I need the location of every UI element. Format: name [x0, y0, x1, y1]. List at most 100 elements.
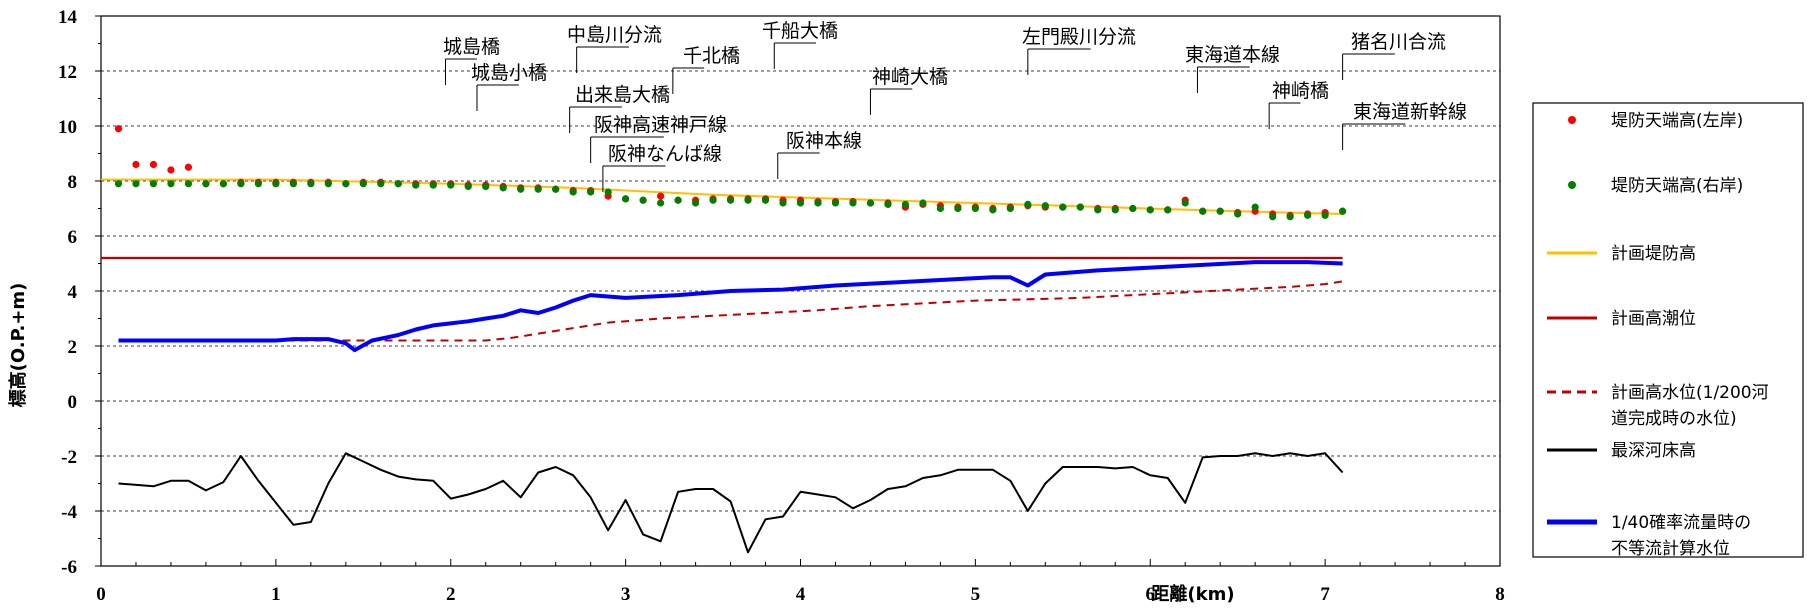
data-point-1 [709, 196, 717, 204]
data-point-1 [237, 180, 245, 188]
series-line-4 [118, 280, 1343, 342]
y-tick-label: 2 [68, 337, 78, 358]
data-point-1 [569, 188, 577, 196]
data-point-0 [149, 160, 158, 169]
data-point-1 [1286, 213, 1294, 221]
data-point-1 [1146, 206, 1154, 214]
data-point-1 [219, 180, 228, 188]
data-point-1 [412, 181, 420, 189]
y-tick-label: 8 [68, 172, 78, 193]
annotation-label: 阪神高速神戸線 [594, 114, 727, 136]
annotation-label: 猪名川合流 [1351, 31, 1446, 53]
data-point-1 [289, 180, 297, 188]
x-tick-label: 8 [1495, 584, 1505, 605]
data-point-1 [1199, 207, 1207, 215]
x-tick-label: 0 [96, 584, 106, 605]
x-tick-label: 6 [1146, 584, 1156, 605]
annotation-label: 出来島大橋 [575, 84, 670, 106]
data-point-1 [691, 199, 700, 207]
annotation-label: 東海道新幹線 [1353, 101, 1467, 123]
data-point-1 [429, 181, 437, 189]
x-tick-label: 5 [971, 584, 981, 605]
y-tick-label: -2 [61, 447, 77, 468]
data-point-0 [114, 125, 123, 133]
x-tick-label: 1 [271, 584, 281, 605]
legend-label: 不等流計算水位 [1611, 539, 1730, 559]
data-point-1 [517, 185, 525, 193]
annotation-label: 東海道本線 [1185, 44, 1280, 66]
x-tick-label: 7 [1320, 584, 1330, 605]
data-point-0 [657, 192, 665, 200]
data-point-1 [307, 180, 315, 188]
data-point-1 [1076, 203, 1084, 211]
data-point-0 [184, 163, 193, 171]
data-point-1 [1111, 206, 1119, 214]
data-point-1 [132, 180, 140, 188]
data-point-1 [149, 180, 158, 188]
data-point-1 [167, 180, 175, 188]
data-point-1 [254, 180, 262, 188]
data-point-1 [796, 199, 805, 207]
x-tick-label: 4 [796, 584, 806, 605]
data-point-0 [167, 166, 175, 174]
annotation-label: 千北橋 [683, 45, 740, 67]
legend: 堤防天端高(左岸) 堤防天端高(右岸) 計画堤防高計画高潮位計画高水位(1/200河… [1547, 111, 1769, 559]
data-point-1 [272, 180, 280, 188]
data-point-1 [202, 180, 210, 188]
data-point-1 [936, 204, 945, 213]
data-point-1 [901, 200, 910, 208]
x-tick-label: 3 [621, 584, 631, 605]
data-point-1 [849, 199, 857, 207]
data-point-1 [1094, 206, 1102, 214]
data-point-1 [1006, 204, 1014, 213]
data-point-1 [1251, 203, 1259, 211]
legend-label: 堤防天端高(右岸) [1611, 176, 1743, 196]
data-point-1 [552, 185, 560, 193]
data-point-1 [1129, 204, 1137, 213]
data-point-1 [604, 188, 612, 196]
y-tick-label: 12 [58, 62, 77, 83]
x-axis-label: 距離(km) [1151, 583, 1234, 605]
data-point-1 [394, 180, 402, 188]
data-point-1 [831, 199, 840, 207]
data-point-1 [359, 180, 367, 188]
y-tick-label: 14 [58, 7, 78, 28]
data-point-1 [779, 199, 787, 207]
annotation-label: 城島橋 [443, 36, 500, 58]
data-point-1 [1041, 202, 1049, 210]
data-point-1 [622, 195, 630, 203]
data-point-1 [1216, 207, 1224, 215]
data-point-1 [342, 180, 350, 188]
data-point-1 [761, 196, 770, 204]
data-point-1 [1269, 213, 1277, 221]
data-point-1 [377, 180, 385, 188]
annotation-label: 阪神本線 [786, 130, 862, 152]
data-point-1 [324, 180, 332, 188]
data-point-1 [674, 196, 682, 204]
series-line-2 [101, 178, 1343, 215]
legend-label: 計画堤防高 [1611, 244, 1696, 264]
annotation-label: 阪神なんば線 [608, 143, 722, 165]
data-point-1 [1234, 210, 1242, 218]
legend-marker [1568, 181, 1576, 189]
annotation-label: 神崎橋 [1272, 80, 1329, 102]
data-point-1 [114, 180, 123, 188]
y-tick-label: 10 [58, 117, 77, 138]
data-point-1 [744, 196, 752, 204]
data-point-1 [1339, 207, 1347, 215]
data-point-1 [866, 199, 875, 207]
legend-label: 計画高水位(1/200河 [1611, 383, 1769, 403]
y-tick-label: -4 [61, 502, 77, 523]
annotation-label: 中島川分流 [567, 24, 662, 46]
data-point-1 [639, 196, 647, 204]
data-point-0 [132, 160, 140, 169]
data-point-1 [184, 180, 193, 188]
data-point-1 [482, 182, 490, 191]
data-point-1 [814, 199, 822, 207]
annotation-label: 城島小橋 [471, 62, 547, 84]
y-tick-label: 0 [68, 392, 78, 413]
x-tick-label: 2 [446, 584, 456, 605]
y-tick-label: 4 [68, 282, 78, 303]
